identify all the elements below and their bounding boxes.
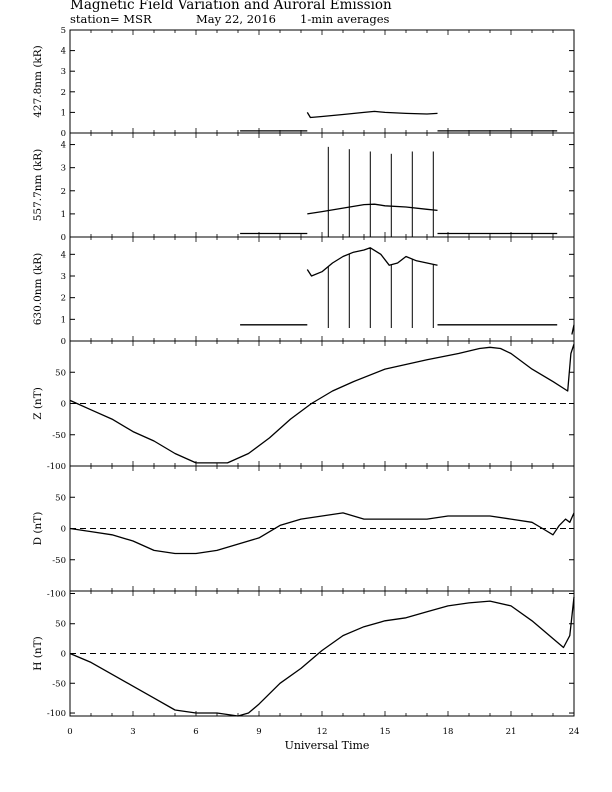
x-tick-label: 15 [380, 727, 391, 737]
averaging-label: 1-min averages [300, 12, 390, 26]
y-tick-label: 4 [61, 141, 66, 151]
y-tick-label: -100 [47, 462, 66, 472]
y-axis-label: 427.8nm (kR) [32, 45, 44, 118]
y-tick-label: 2 [61, 187, 66, 197]
panel-frame [69, 29, 575, 134]
data-series-line [69, 512, 575, 555]
y-tick-label: 0 [61, 337, 66, 347]
y-tick-label: 2 [61, 294, 66, 304]
data-series-line [307, 203, 438, 215]
y-tick-label: 50 [55, 368, 66, 378]
panel-p5577: 0 1 2 3 4 557.7nm (kR) [32, 132, 575, 243]
y-tick-label: 50 [55, 493, 66, 503]
panel-frame [69, 132, 575, 238]
y-tick-label: 1 [61, 315, 66, 325]
data-series-line [69, 343, 575, 464]
data-series-line [306, 110, 438, 119]
y-axis-label: 557.7nm (kR) [32, 149, 44, 222]
y-tick-label: 0 [61, 650, 66, 660]
y-tick-label: 3 [61, 67, 66, 77]
y-tick-label: -50 [52, 679, 66, 689]
x-axis: 0 3 6 9 12 15 18 21 24 [67, 727, 579, 737]
date-label: May 22, 2016 [196, 12, 276, 26]
x-tick-label: 12 [317, 727, 328, 737]
x-tick-label: 21 [506, 727, 517, 737]
y-tick-label: 3 [61, 272, 66, 282]
panel-p6300: 0 1 2 3 4 630.0nm (kR) [32, 236, 575, 347]
y-axis-label: D (nT) [32, 512, 44, 546]
y-tick-label: 2 [61, 88, 66, 98]
x-tick-label: 3 [130, 727, 135, 737]
y-axis-label: H (nT) [32, 636, 44, 670]
x-tick-label: 6 [193, 727, 198, 737]
y-tick-label: 1 [61, 108, 66, 118]
y-tick-label: 50 [55, 620, 66, 630]
figure-title: Magnetic Field Variation and Auroral Emi… [70, 0, 392, 13]
y-tick-label: 0 [61, 525, 66, 535]
station-label: station= MSR [70, 12, 152, 26]
panel-pD: -50 0 50 D (nT) [32, 465, 575, 592]
x-axis-label: Universal Time [285, 739, 370, 752]
y-tick-label: 5 [61, 26, 66, 36]
panel-pZ: -100 -50 0 50 Z (nT) [32, 340, 575, 472]
panel-stack: 0 1 2 3 4 5 427.8nm (kR) 0 1 2 3 4 557.7nm (kR) 0 1 2 3 4… [32, 26, 575, 719]
y-tick-label: -100 [47, 709, 66, 719]
y-tick-label: 4 [61, 250, 66, 260]
y-tick-label: 1 [61, 210, 66, 220]
x-tick-label: 9 [256, 727, 261, 737]
y-tick-label: 0 [61, 400, 66, 410]
panel-p4278: 0 1 2 3 4 5 427.8nm (kR) [32, 26, 575, 139]
y-axis-label: Z (nT) [32, 387, 44, 420]
data-series-line [69, 596, 575, 717]
data-series-line [571, 324, 575, 335]
y-axis-label: 630.0nm (kR) [32, 253, 44, 326]
y-tick-label: -50 [52, 556, 66, 566]
y-tick-label: 4 [61, 47, 66, 57]
y-tick-label: 3 [61, 164, 66, 174]
x-tick-label: 24 [569, 727, 580, 737]
y-tick-label: 0 [61, 129, 66, 139]
data-series-line [306, 247, 438, 277]
y-tick-label: -50 [52, 431, 66, 441]
panel-pH: -100 -50 0 50 -100 H (nT) [32, 590, 575, 719]
x-tick-label: 18 [443, 727, 454, 737]
y-tick-label: 0 [61, 233, 66, 243]
y-tick-label: -100 [47, 590, 66, 600]
x-tick-label: 0 [67, 727, 72, 737]
